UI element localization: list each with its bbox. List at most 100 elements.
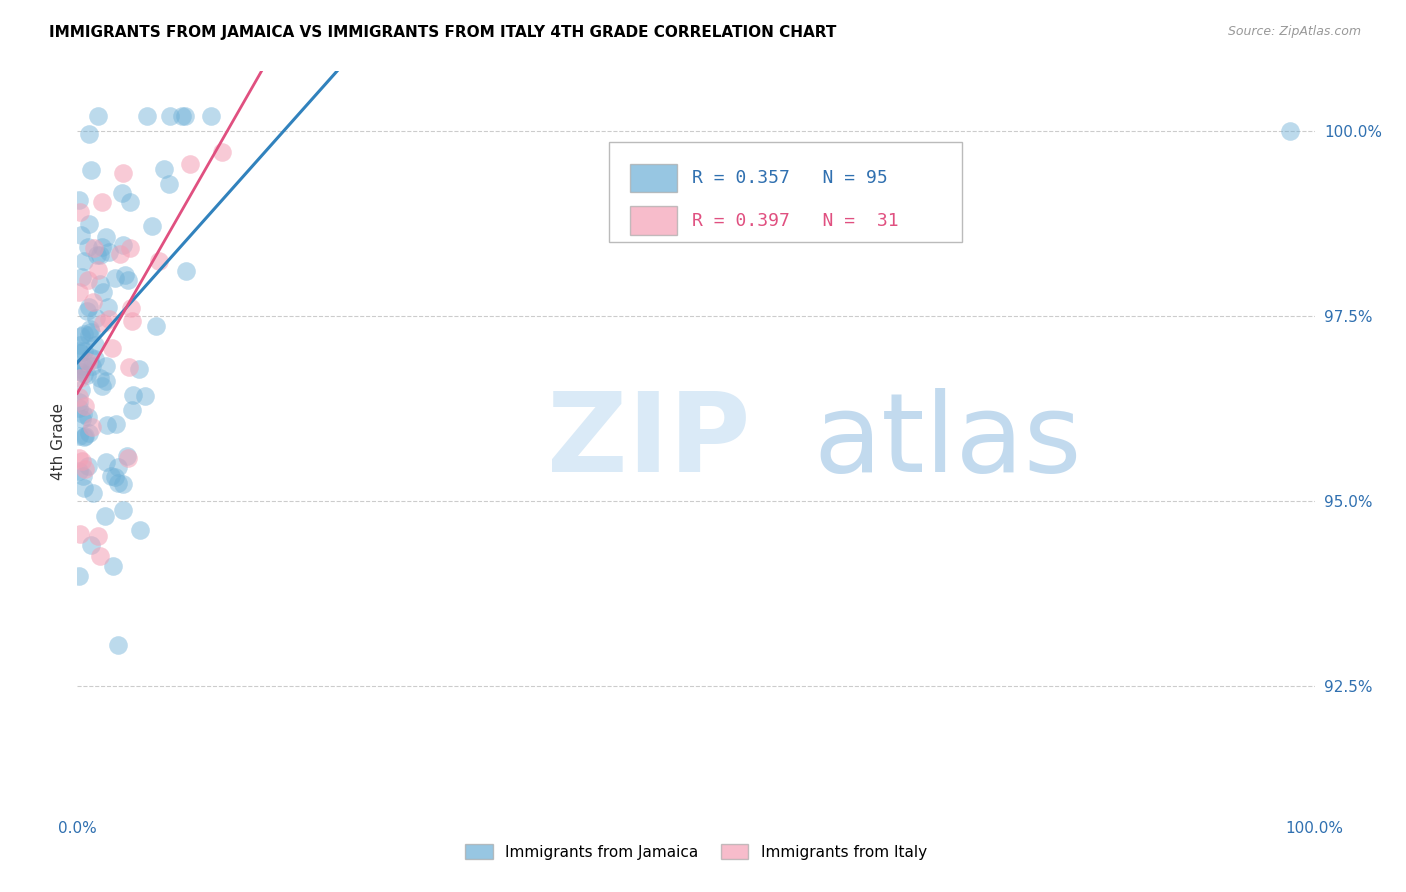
Point (73, 429, 96, 443)
Point (73, 430, 96, 444)
Point (69, 337, 91, 351)
Point (70, 329, 93, 343)
Point (90, 240, 112, 254)
Point (73, 344, 96, 359)
Point (117, 451, 139, 466)
Point (91, 285, 114, 300)
Point (117, 272, 139, 286)
Point (94, 359, 117, 373)
Bar (630, 206, 678, 235)
Bar (630, 164, 678, 192)
Point (111, 166, 134, 180)
Point (69, 361, 91, 376)
Point (211, 145, 233, 160)
Point (134, 388, 156, 402)
Point (118, 195, 141, 210)
Point (101, 558, 124, 573)
Point (89, 549, 111, 563)
Point (96, 374, 118, 388)
Point (96, 417, 118, 432)
Point (67, 401, 90, 415)
Text: IMMIGRANTS FROM JAMAICA VS IMMIGRANTS FROM ITALY 4TH GRADE CORRELATION CHART: IMMIGRANTS FROM JAMAICA VS IMMIGRANTS FR… (49, 25, 837, 40)
Point (96, 300, 118, 314)
Point (170, 109, 193, 123)
Point (67, 364, 90, 378)
Point (94, 455, 117, 469)
Point (67, 344, 90, 359)
Point (141, 219, 163, 233)
Point (128, 361, 150, 376)
Point (67, 464, 90, 478)
Point (67, 569, 90, 583)
Point (77, 240, 100, 254)
Point (67, 395, 90, 409)
Point (90, 379, 112, 393)
Point (67, 391, 90, 405)
Point (69, 205, 91, 219)
Point (174, 264, 197, 278)
Point (117, 449, 139, 463)
Point (72, 327, 94, 342)
Y-axis label: 4th Grade: 4th Grade (51, 403, 66, 480)
Point (112, 503, 135, 517)
Point (67, 428, 90, 442)
Point (84, 352, 107, 367)
Point (100, 468, 122, 483)
Point (84, 310, 107, 325)
Point (69, 383, 91, 397)
Text: Source: ZipAtlas.com: Source: ZipAtlas.com (1227, 25, 1361, 38)
Point (70, 269, 93, 284)
Point (104, 417, 127, 431)
Point (72, 407, 94, 421)
Point (91, 194, 114, 209)
Point (69, 527, 91, 541)
Text: atlas: atlas (814, 388, 1083, 495)
Point (83, 241, 105, 255)
Point (73, 367, 96, 381)
Point (200, 109, 222, 123)
Point (87, 263, 110, 277)
Point (69, 371, 91, 385)
Point (94, 229, 117, 244)
Point (83, 337, 105, 351)
Text: R = 0.397   N =  31: R = 0.397 N = 31 (692, 211, 898, 229)
Point (67, 450, 90, 465)
Point (121, 403, 143, 417)
Point (179, 157, 201, 171)
Point (108, 247, 131, 261)
Point (77, 217, 100, 231)
Point (77, 128, 100, 142)
Point (91, 316, 114, 330)
Point (97, 245, 120, 260)
Point (77, 426, 100, 441)
Point (72, 359, 94, 373)
Point (87, 529, 110, 543)
Point (121, 313, 143, 327)
Point (72, 254, 94, 268)
Point (77, 328, 100, 343)
Point (104, 271, 127, 285)
Point (80, 537, 103, 551)
Point (77, 354, 100, 368)
Point (136, 109, 159, 123)
Point (67, 285, 90, 300)
Point (89, 277, 111, 291)
FancyBboxPatch shape (609, 142, 962, 242)
Point (94, 508, 117, 523)
Point (98, 311, 121, 326)
Point (75, 461, 97, 475)
Point (104, 470, 127, 484)
Point (69, 346, 91, 360)
Point (174, 109, 197, 123)
Point (89, 247, 111, 261)
Point (82, 485, 104, 500)
Point (80, 420, 103, 434)
Point (77, 409, 100, 424)
Point (77, 273, 100, 287)
Point (70, 364, 93, 378)
Point (82, 295, 104, 310)
Point (86, 248, 108, 262)
Text: R = 0.357   N = 95: R = 0.357 N = 95 (692, 169, 889, 187)
Point (80, 325, 103, 339)
Point (118, 360, 141, 375)
